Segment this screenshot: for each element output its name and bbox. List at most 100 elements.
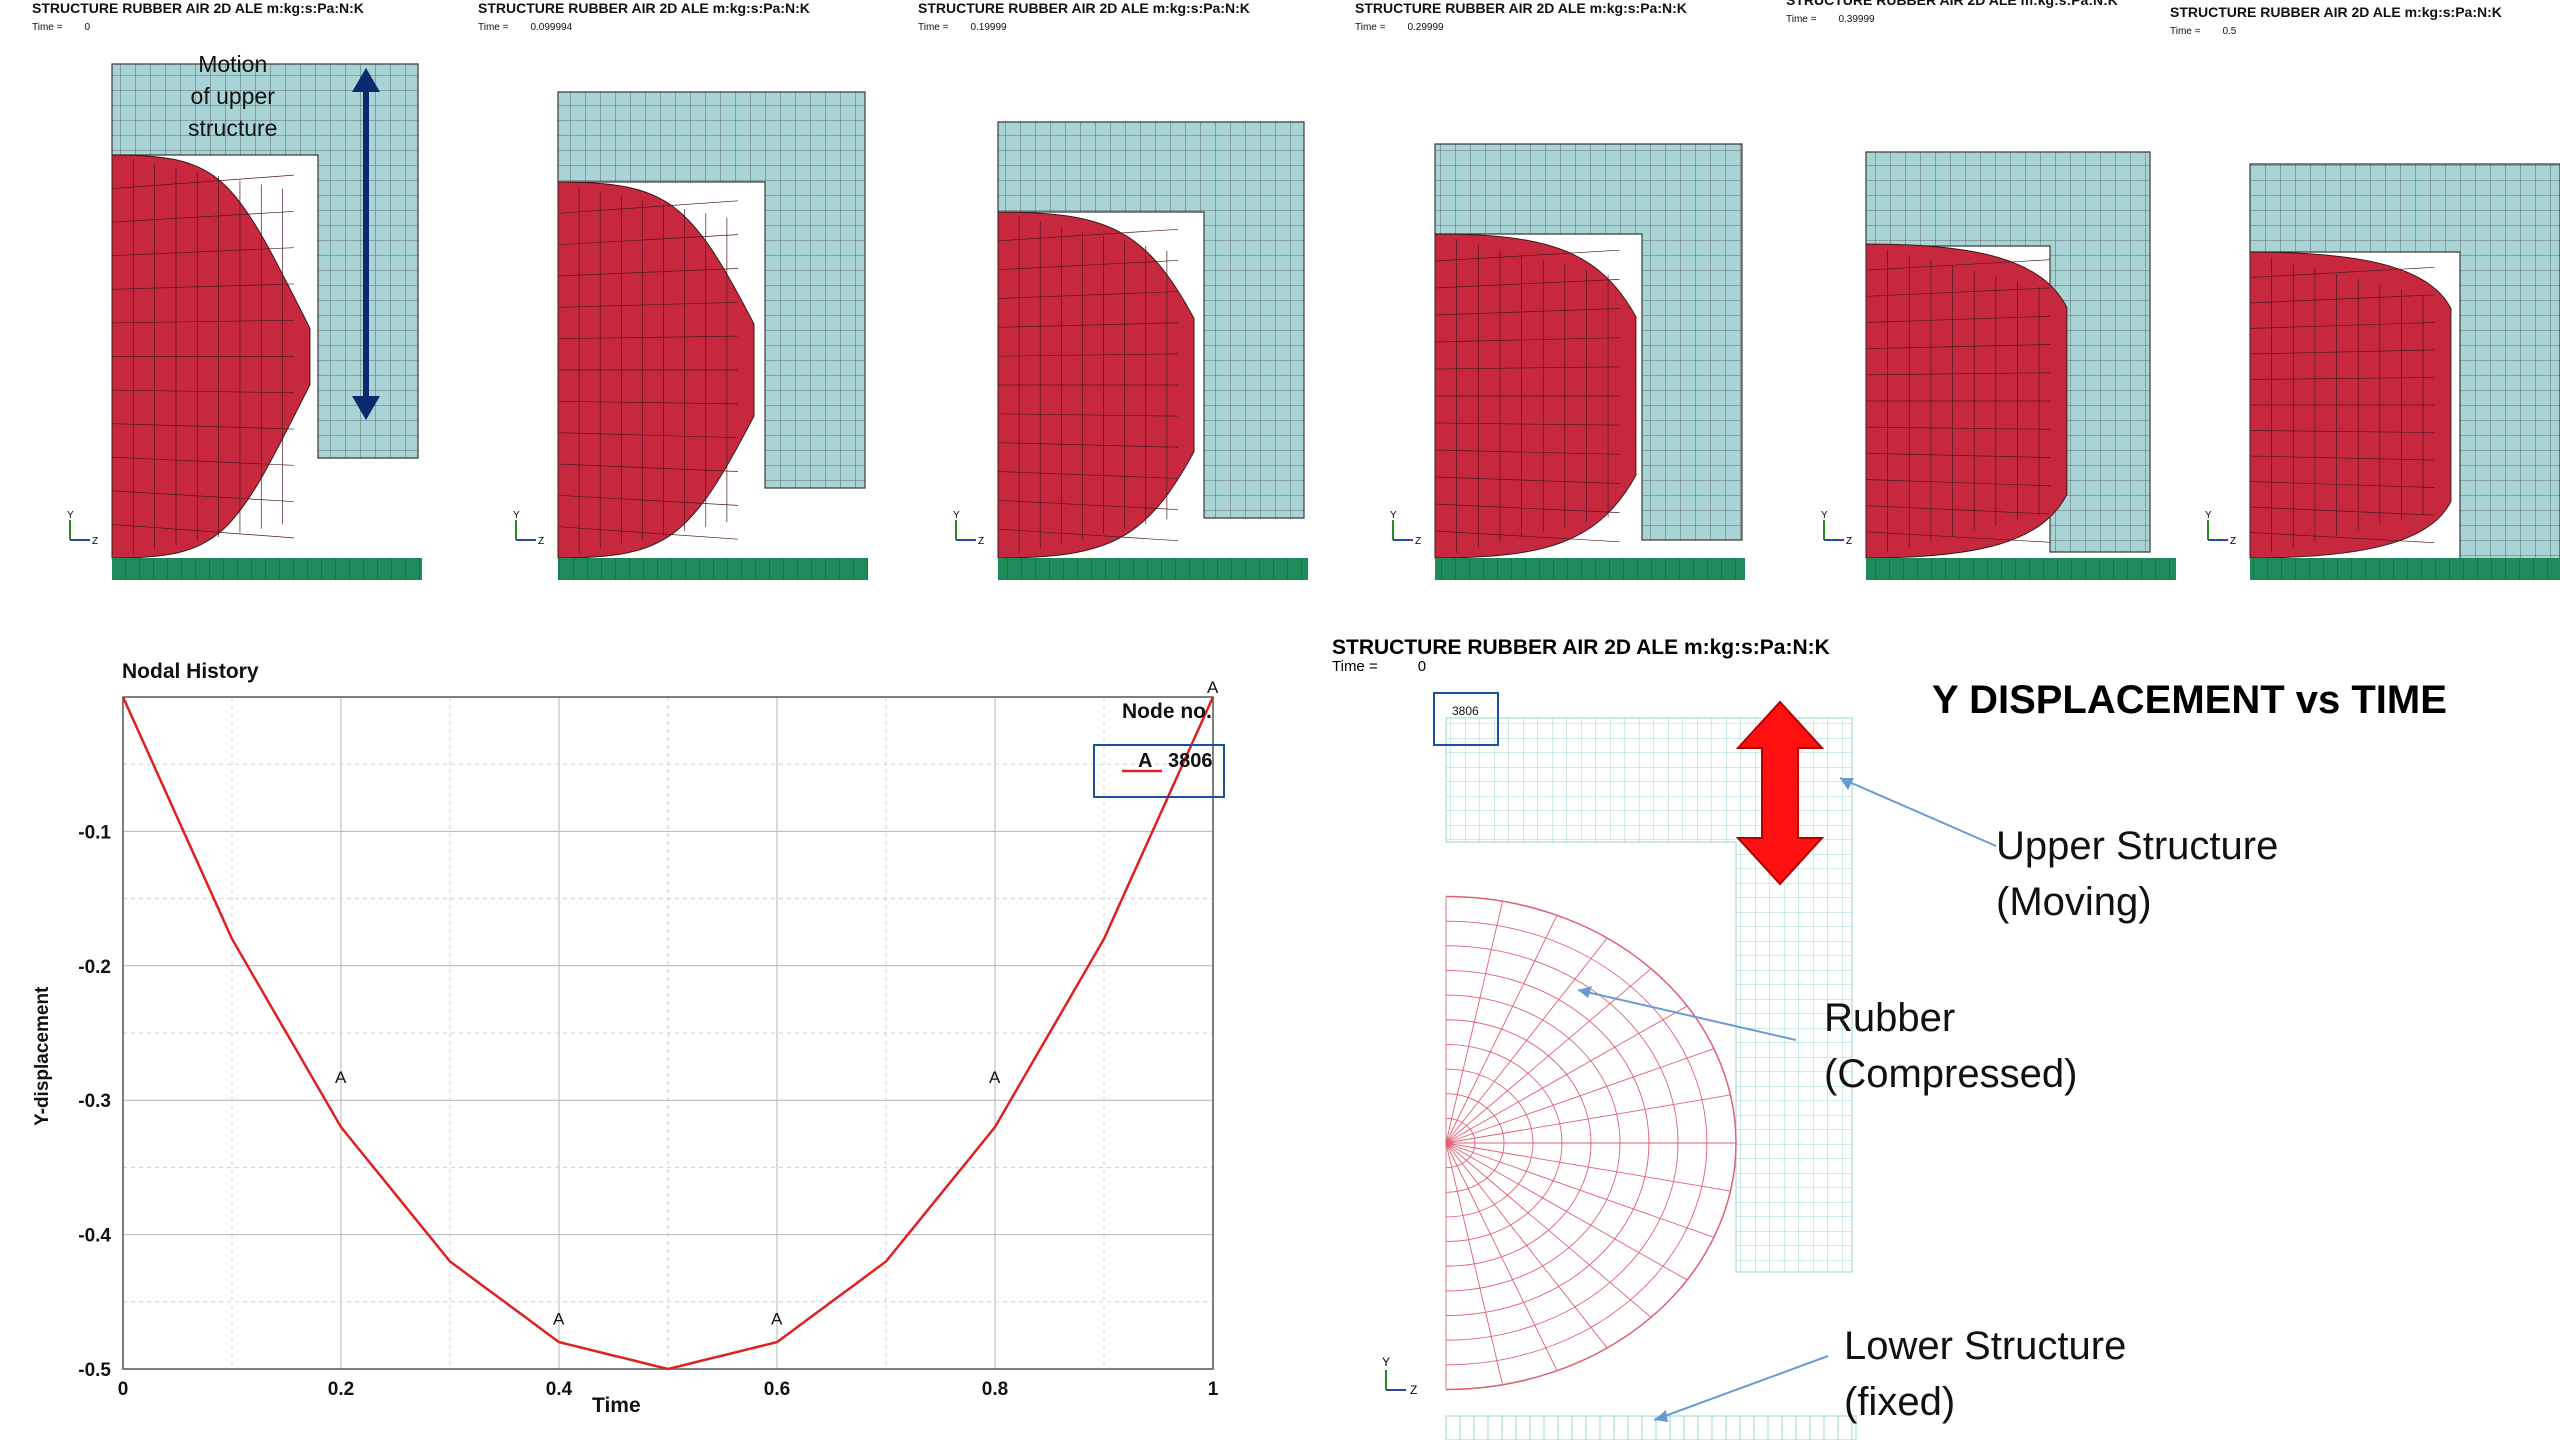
rubber-mesh-line [997,499,1179,510]
leader-lower-head [1654,1410,1668,1422]
frame-graphic-0: YZ [67,63,422,580]
rubber-mesh-line [1434,449,1620,455]
time-value: 0.099994 [530,22,573,33]
frame-title: STRUCTURE RUBBER AIR 2D ALE m:kg:s:Pa:N:… [478,0,810,16]
y-axis-label: Y-displacement [32,986,53,1126]
frame-4: STRUCTURE RUBBER AIR 2D ALE m:kg:s:Pa:N:… [1786,0,2206,582]
triad-z-label: Z [1846,536,1852,547]
time-label: Time = [2170,26,2201,37]
rubber-mesh-ray [1445,937,1608,1144]
detail-time-label: Time = [1332,658,1378,675]
series-marker: A [553,1310,565,1329]
rubber-mesh-line [2249,532,2435,544]
y-tick-label: -0.5 [78,1360,111,1381]
triad-z-label: Z [92,536,98,547]
detail-mesh-graphic: Y Z 3806 [1382,692,1997,1440]
rubber-mesh-line [557,526,739,540]
lower-structure [998,558,1308,580]
rubber-mesh-line [557,463,739,472]
leader-rubber-head [1578,986,1592,998]
rubber-mesh-line [997,291,1179,299]
x-tick-label: 0.4 [546,1379,573,1400]
triad-z-label: Z [2230,536,2236,547]
rubber-mesh-line [997,471,1179,479]
frame-5: STRUCTURE RUBBER AIR 2D ALE m:kg:s:Pa:N:… [2170,4,2560,594]
frame-graphic-1: YZ [513,91,868,580]
rubber-mesh-ray [1445,1094,1731,1144]
rubber-mesh-line [2249,481,2435,488]
rubber-mesh-line [997,260,1179,271]
frame-graphic-4: YZ [1821,151,2176,580]
triad-y-label: Y [953,510,960,521]
rubber-mesh-ray [1445,968,1652,1144]
rubber-mesh-line [557,301,739,308]
rubber-mesh-ray [1445,1142,1608,1349]
rubber-mesh-line [1865,287,2051,297]
rubber-mesh-line [1434,279,1620,289]
rubber-mesh-line [997,228,1179,242]
rubber-mesh-line [111,423,294,430]
callout-rubber: Rubber (Compressed) [1824,996,2078,1096]
rubber-mesh-line [557,400,739,405]
rubber-mesh-line [111,283,294,290]
rubber-mesh-line [2249,455,2435,461]
legend-title: Node no. [1122,700,1212,723]
rubber-mesh-line [2249,430,2435,433]
rubber-mesh-ray [1445,1142,1715,1238]
rubber-mesh-line [1434,366,1620,370]
triad-y-label: Y [1390,510,1397,521]
triad-z-label: Z [1415,536,1421,547]
rubber-mesh-line [997,353,1179,357]
motion-arrow-head-up [352,68,380,92]
rubber-mesh-line [1434,249,1620,262]
motion-arrow [352,68,380,420]
rubber-mesh-line [557,234,739,246]
leader-lower [1653,1355,1829,1421]
rubber-mesh-line [1434,503,1620,513]
rubber-mesh-ray [1445,1142,1558,1371]
triad-y-label: Y [2205,510,2212,521]
rubber-mesh-line [2249,266,2435,278]
rubber-mesh-line [1865,479,2051,487]
rubber-mesh-line [111,211,294,223]
x-tick-label: 0.8 [982,1379,1008,1400]
rubber-mesh-line [111,247,294,257]
time-value: 0.5 [2222,26,2237,37]
rubber-mesh-line [111,174,294,189]
y-tick-label: -0.2 [78,957,111,978]
x-tick-label: 0.6 [764,1379,790,1400]
series-marker: A [335,1068,347,1087]
rubber-mesh-line [2249,506,2435,516]
rubber-mesh-line [997,442,1179,448]
x-tick-label: 0.2 [328,1379,354,1400]
rubber-mesh-line [557,268,739,277]
node-tag: 3806 [1452,704,1479,718]
frame-1: STRUCTURE RUBBER AIR 2D ALE m:kg:s:Pa:N:… [478,0,898,590]
lower-structure [1435,558,1745,580]
upper-structure-mesh [1445,717,1853,1273]
node-tag-box [1433,692,1499,746]
rubber-mesh-line [997,528,1179,542]
lower-structure [1445,1415,1857,1440]
rubber-mesh-line [557,335,739,340]
rubber-mesh-line [1865,372,2051,376]
rubber-mesh-line [557,200,739,214]
detail-time-value: 0 [1417,658,1427,675]
triad-y-label: Y [1382,1355,1390,1369]
rubber-mesh-line [1434,337,1620,343]
motion-arrow-head-down [352,396,380,420]
detail-title: STRUCTURE RUBBER AIR 2D ALE m:kg:s:Pa:N:… [1332,636,1830,659]
legend-marker: A [1138,750,1152,772]
rubber-mesh-line [111,456,294,466]
time-value: 0.39999 [1838,14,1875,25]
rubber-mesh-ray [1445,1005,1688,1144]
rubber-mesh-line [2249,377,2435,380]
rubber-mesh-line [1865,259,2051,271]
rubber-mesh-line [997,322,1179,328]
rubber-mesh-line [111,490,294,502]
y-tick-label: -0.3 [78,1091,111,1112]
rubber-mesh-ray [1445,1142,1688,1281]
frame-title: STRUCTURE RUBBER AIR 2D ALE m:kg:s:Pa:N:… [918,0,1250,16]
legend-entry: 3806 [1168,750,1213,772]
